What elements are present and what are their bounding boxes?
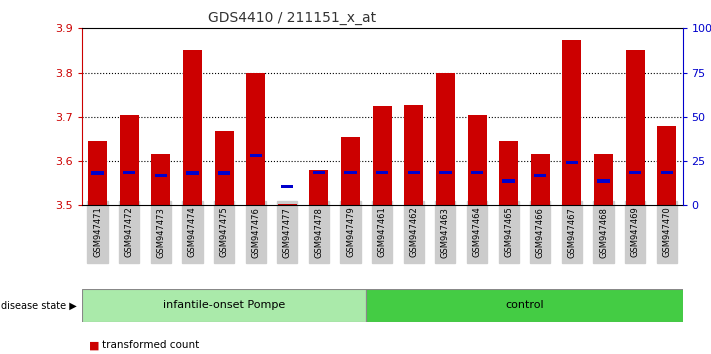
Bar bbox=[186, 171, 198, 175]
Bar bbox=[376, 171, 388, 174]
Bar bbox=[123, 171, 135, 174]
Bar bbox=[534, 174, 547, 177]
Bar bbox=[597, 179, 609, 183]
Bar bbox=[468, 115, 486, 205]
Bar bbox=[562, 40, 582, 205]
Bar bbox=[88, 141, 107, 205]
Bar bbox=[373, 106, 392, 205]
Bar bbox=[405, 105, 423, 205]
Bar bbox=[215, 131, 233, 205]
Bar bbox=[439, 171, 451, 174]
Bar bbox=[82, 289, 366, 322]
Bar bbox=[366, 289, 683, 322]
Text: infantile-onset Pompe: infantile-onset Pompe bbox=[163, 300, 285, 310]
Bar bbox=[594, 154, 613, 205]
Text: transformed count: transformed count bbox=[102, 340, 199, 350]
Bar bbox=[281, 185, 294, 188]
Bar bbox=[341, 137, 360, 205]
Text: ■: ■ bbox=[89, 340, 100, 350]
Bar bbox=[344, 171, 357, 174]
Bar bbox=[218, 171, 230, 175]
Bar bbox=[313, 171, 325, 174]
Bar bbox=[92, 171, 104, 175]
Text: GDS4410 / 211151_x_at: GDS4410 / 211151_x_at bbox=[208, 11, 376, 25]
Bar bbox=[407, 171, 420, 174]
Bar bbox=[566, 161, 578, 164]
Bar bbox=[309, 170, 328, 205]
Bar bbox=[629, 171, 641, 174]
Bar bbox=[503, 179, 515, 183]
Text: control: control bbox=[505, 300, 544, 310]
Bar bbox=[499, 141, 518, 205]
Bar bbox=[155, 174, 167, 177]
Text: disease state ▶: disease state ▶ bbox=[1, 300, 77, 310]
Bar bbox=[119, 115, 139, 205]
Bar bbox=[436, 73, 455, 205]
Bar bbox=[626, 50, 645, 205]
Bar bbox=[250, 154, 262, 157]
Bar bbox=[151, 154, 171, 205]
Bar bbox=[471, 171, 483, 174]
Bar bbox=[661, 171, 673, 174]
Bar bbox=[183, 50, 202, 205]
Bar bbox=[246, 73, 265, 205]
Bar bbox=[531, 154, 550, 205]
Bar bbox=[657, 126, 676, 205]
